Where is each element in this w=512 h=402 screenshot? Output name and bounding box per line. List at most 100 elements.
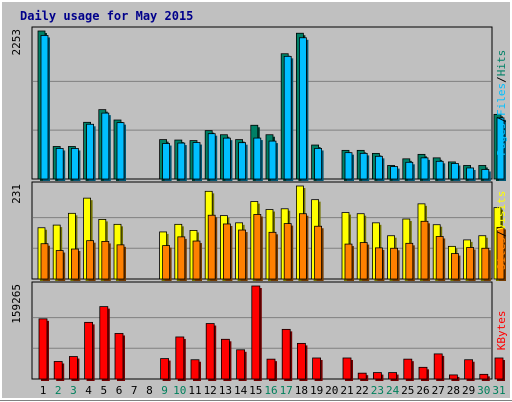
panel-0-bar-files-16 — [268, 140, 277, 180]
legend-files: Files — [495, 83, 508, 116]
panel-1-bar-sites-31 — [496, 226, 505, 280]
panel-1-bar-sites-23 — [374, 247, 383, 280]
panel-0-bar-files-11 — [192, 142, 201, 180]
x-tick-label-8: 8 — [146, 384, 153, 397]
x-tick-label-4: 4 — [85, 384, 92, 397]
panel-2-bar-kbytes-3 — [69, 356, 78, 380]
panel-2-bar-kbytes-18 — [296, 342, 306, 380]
x-tick-label-7: 7 — [131, 384, 138, 397]
legend-hits: Hits — [495, 50, 508, 77]
panel-0-bar-files-22 — [359, 152, 368, 180]
panel-2-bar-kbytes-17 — [281, 328, 291, 380]
x-tick-label-23: 23 — [371, 384, 384, 397]
panel-1-bar-sites-9 — [162, 245, 171, 280]
panel-1-ymax-label: 231 — [10, 184, 23, 204]
x-tick-label-29: 29 — [462, 384, 475, 397]
panel-0-bar-files-4 — [86, 123, 94, 180]
x-tick-label-18: 18 — [295, 384, 308, 397]
x-tick-label-21: 21 — [340, 384, 353, 397]
legend-kbytes: KBytes — [495, 311, 508, 351]
panel-2-bar-kbytes-15 — [251, 285, 261, 380]
panel-0-bar-files-10 — [177, 142, 186, 180]
panel-2-bar-kbytes-30 — [479, 373, 489, 380]
panel-0-bar-files-17 — [283, 55, 292, 180]
panel-2-bar-kbytes-27 — [433, 353, 443, 380]
panel-2-bar-kbytes-6 — [114, 333, 124, 380]
panel-0-bar-files-25 — [405, 161, 414, 180]
panel-2-bar-kbytes-21 — [342, 357, 352, 380]
panel-2-bar-kbytes-12 — [205, 323, 215, 380]
x-tick-label-15: 15 — [249, 384, 262, 397]
panel-0-bar-files-5 — [101, 112, 110, 180]
x-tick-label-30: 30 — [477, 384, 490, 397]
x-tick-label-20: 20 — [325, 384, 338, 397]
panel-1-bar-sites-30 — [481, 247, 490, 280]
panel-1-bar-sites-21 — [344, 243, 353, 280]
panel-2-bar-kbytes-28 — [448, 374, 458, 380]
panel-0-bar-files-23 — [374, 155, 383, 180]
panel-0-bar-files-21 — [344, 152, 353, 180]
panel-2-bar-kbytes-1 — [38, 318, 48, 380]
panel-0-bar-files-2 — [55, 148, 64, 180]
panel-0-bar-files-28 — [450, 163, 459, 180]
panel-2-bar-kbytes-26 — [418, 366, 428, 380]
x-tick-label-17: 17 — [280, 384, 293, 397]
panel-2-bar-kbytes-14 — [236, 349, 246, 380]
panel-2-bar-kbytes-25 — [403, 358, 413, 380]
panel-0-ymax-label: 2253 — [10, 29, 23, 56]
panel-1-bar-sites-24 — [390, 247, 399, 280]
x-tick-label-9: 9 — [161, 384, 168, 397]
x-tick-label-6: 6 — [116, 384, 123, 397]
panel-1-bar-sites-26 — [420, 220, 429, 280]
panel-2-ymax-label: 159265 — [10, 284, 23, 324]
chart-title: Daily usage for May 2015 — [20, 9, 194, 23]
x-tick-label-1: 1 — [40, 384, 47, 397]
panel-0-bar-files-13 — [222, 137, 231, 180]
panel-1-bar-sites-11 — [192, 240, 201, 280]
panel-2-bar-kbytes-29 — [464, 359, 474, 380]
panel-0-bar-files-6 — [116, 122, 125, 180]
x-tick-label-11: 11 — [188, 384, 201, 397]
panel-2-bar-kbytes-4 — [84, 321, 93, 380]
panel-2-bar-kbytes-31 — [494, 357, 504, 380]
panel-1-bar-sites-15 — [253, 214, 262, 280]
panel-1-bar-sites-27 — [435, 236, 444, 280]
panel-0-bar-files-14 — [238, 142, 247, 180]
panel-2-bar-kbytes-22 — [357, 372, 367, 380]
panel-2-legend: KBytes — [495, 311, 508, 351]
x-tick-label-28: 28 — [447, 384, 460, 397]
legend-visits: Visits — [495, 191, 508, 231]
panel-1-bar-sites-4 — [86, 240, 94, 280]
panel-2-bar-kbytes-10 — [175, 336, 185, 380]
panel-0-bar-files-15 — [253, 137, 262, 180]
panel-2-bar-kbytes-16 — [266, 358, 276, 380]
legend-sites: Sites — [495, 237, 508, 270]
x-tick-label-2: 2 — [55, 384, 62, 397]
x-tick-label-22: 22 — [356, 384, 369, 397]
x-tick-label-16: 16 — [264, 384, 277, 397]
panel-1-bar-sites-10 — [177, 236, 186, 280]
panel-2-bar-kbytes-23 — [372, 372, 382, 380]
panel-0-bar-files-30 — [481, 169, 490, 180]
panel-1-bar-sites-12 — [207, 214, 216, 280]
panel-0-bar-files-26 — [420, 157, 429, 180]
panel-1-bar-sites-14 — [238, 229, 247, 280]
panel-2-bar-kbytes-13 — [220, 338, 230, 380]
x-tick-label-31: 31 — [492, 384, 505, 397]
panel-0-bar-files-12 — [207, 133, 216, 180]
x-tick-label-25: 25 — [401, 384, 414, 397]
panel-2-bar-kbytes-11 — [190, 359, 200, 380]
panel-1-bar-sites-25 — [405, 242, 414, 280]
panel-1-bar-sites-28 — [450, 253, 459, 280]
panel-0-bar-files-9 — [162, 143, 171, 180]
x-tick-label-14: 14 — [234, 384, 248, 397]
legend-slash: / — [495, 116, 508, 123]
panel-1-bar-sites-1 — [40, 243, 49, 280]
x-tick-label-24: 24 — [386, 384, 400, 397]
panel-1-bar-sites-18 — [298, 213, 307, 280]
x-tick-label-12: 12 — [204, 384, 217, 397]
x-tick-label-10: 10 — [173, 384, 186, 397]
x-tick-label-5: 5 — [100, 384, 107, 397]
